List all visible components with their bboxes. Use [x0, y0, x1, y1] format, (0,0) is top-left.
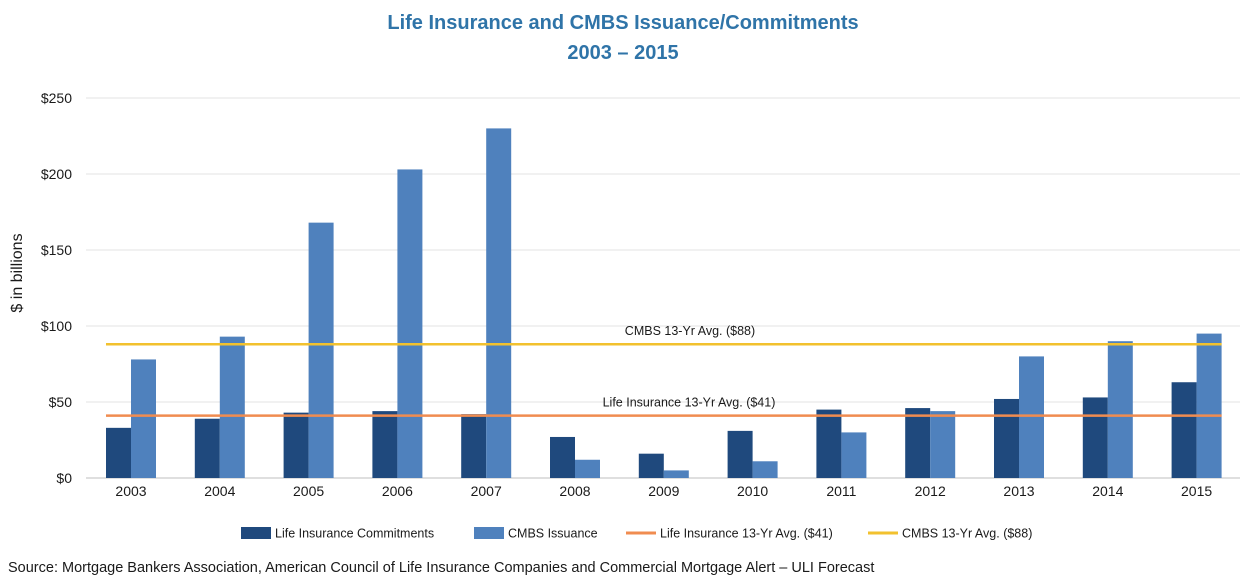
bar-cmbs — [752, 461, 778, 478]
y-tick-labels: $0 $50 $100 $150 $200 $250 — [41, 90, 72, 486]
legend-cmbs-avg-label: CMBS 13-Yr Avg. ($88) — [902, 527, 1032, 541]
source-note: Source: Mortgage Bankers Association, Am… — [8, 560, 875, 576]
chart-svg: Life Insurance and CMBS Issuance/Commitm… — [9, 12, 1240, 541]
bar-life-insurance — [905, 408, 931, 478]
bar-cmbs — [219, 336, 245, 478]
bar-life-insurance — [461, 414, 487, 478]
bar-cmbs — [1019, 356, 1044, 478]
y-tick-label: $0 — [56, 470, 72, 486]
bar-life-insurance — [1171, 382, 1197, 478]
legend-cmbs-label: CMBS Issuance — [508, 527, 598, 541]
y-axis-label: $ in billions — [9, 233, 26, 312]
x-tick-label: 2008 — [559, 483, 590, 499]
gridlines — [86, 97, 1240, 479]
bar-cmbs — [486, 128, 512, 478]
chart-title-line1: Life Insurance and CMBS Issuance/Commitm… — [387, 12, 858, 34]
bar-life-insurance — [727, 430, 753, 478]
bar-cmbs — [1196, 333, 1222, 478]
x-tick-label: 2009 — [648, 483, 679, 499]
legend-life-insurance-label: Life Insurance Commitments — [275, 527, 434, 541]
bar-life-insurance — [283, 412, 309, 478]
y-tick-label: $200 — [41, 166, 72, 182]
y-tick-label: $50 — [49, 394, 73, 410]
bar-life-insurance — [106, 427, 131, 478]
bars — [106, 128, 1222, 478]
bar-cmbs — [131, 359, 156, 478]
cmbs-avg-annotation: CMBS 13-Yr Avg. ($88) — [625, 324, 755, 338]
bar-life-insurance — [1082, 397, 1108, 478]
x-tick-label: 2011 — [826, 483, 856, 499]
bar-cmbs — [663, 470, 689, 478]
x-tick-label: 2012 — [915, 483, 946, 499]
bar-life-insurance — [816, 409, 842, 478]
legend: Life Insurance Commitments CMBS Issuance L… — [241, 527, 1032, 541]
bar-cmbs — [841, 432, 867, 478]
bar-cmbs — [397, 169, 423, 478]
y-tick-label: $150 — [41, 242, 72, 258]
x-tick-label: 2004 — [204, 483, 235, 499]
bar-cmbs — [1107, 341, 1133, 478]
bar-life-insurance — [372, 411, 398, 478]
bar-cmbs — [308, 222, 334, 478]
y-tick-label: $250 — [41, 90, 72, 106]
bar-life-insurance — [194, 418, 220, 478]
x-tick-label: 2007 — [471, 483, 502, 499]
y-tick-label: $100 — [41, 318, 72, 334]
x-tick-label: 2014 — [1092, 483, 1123, 499]
bar-cmbs — [575, 459, 600, 478]
chart-title-line2: 2003 – 2015 — [567, 42, 678, 64]
x-tick-label: 2015 — [1181, 483, 1212, 499]
life-avg-annotation: Life Insurance 13-Yr Avg. ($41) — [603, 396, 776, 410]
x-tick-label: 2006 — [382, 483, 413, 499]
bar-life-insurance — [638, 453, 664, 478]
bar-life-insurance — [994, 398, 1019, 478]
x-tick-labels: 2003 2004 2005 2006 2007 2008 2009 2010 2011 2012… — [115, 483, 1212, 499]
x-tick-label: 2013 — [1003, 483, 1034, 499]
x-tick-label: 2003 — [115, 483, 146, 499]
x-tick-label: 2010 — [737, 483, 768, 499]
bar-life-insurance — [550, 436, 575, 478]
legend-cmbs-swatch — [474, 527, 504, 539]
bar-cmbs — [930, 411, 956, 478]
legend-life-insurance-swatch — [241, 527, 271, 539]
legend-life-avg-label: Life Insurance 13-Yr Avg. ($41) — [660, 527, 833, 541]
reference-lines: Life Insurance 13-Yr Avg. ($41) CMBS 13-Y… — [106, 324, 1222, 417]
x-tick-label: 2005 — [293, 483, 324, 499]
